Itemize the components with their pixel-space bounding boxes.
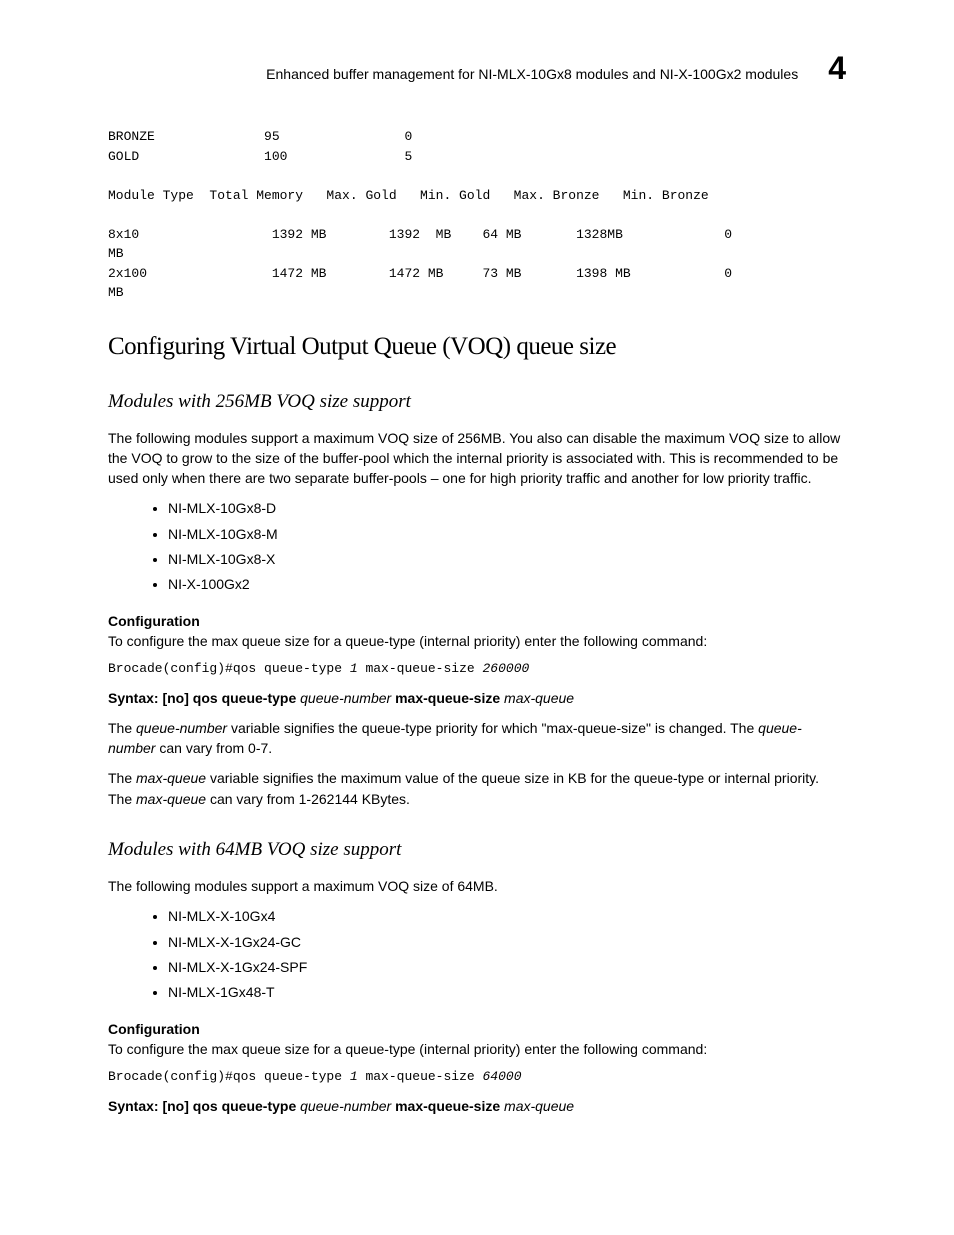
syntax-text: [no] qos queue-type (162, 1098, 300, 1114)
cmd-arg: 260000 (482, 661, 529, 676)
syntax-label: Syntax: (108, 690, 162, 706)
syntax-var: queue-number (300, 690, 391, 706)
header-text: Enhanced buffer management for NI-MLX-10… (266, 66, 798, 82)
module-list-64: NI-MLX-X-10Gx4 NI-MLX-X-1Gx24-GC NI-MLX-… (108, 906, 846, 1002)
code-output-table: BRONZE 95 0 GOLD 100 5 Module Type Total… (108, 127, 846, 303)
list-item: NI-MLX-10Gx8-M (168, 524, 846, 544)
list-item: NI-X-100Gx2 (168, 574, 846, 594)
para-max-queue: The max-queue variable signifies the max… (108, 768, 846, 809)
syntax-var: max-queue (504, 1098, 574, 1114)
cmd-arg: 1 (350, 661, 358, 676)
syntax-text: max-queue-size (391, 690, 504, 706)
cmd-mid: max-queue-size (358, 661, 483, 676)
list-item: NI-MLX-X-1Gx24-SPF (168, 957, 846, 977)
list-item: NI-MLX-10Gx8-D (168, 498, 846, 518)
module-list-256: NI-MLX-10Gx8-D NI-MLX-10Gx8-M NI-MLX-10G… (108, 498, 846, 594)
syntax-var: max-queue (504, 690, 574, 706)
list-item: NI-MLX-X-1Gx24-GC (168, 932, 846, 952)
subsection-64mb: Modules with 64MB VOQ size support (108, 839, 846, 861)
page: Enhanced buffer management for NI-MLX-10… (0, 0, 954, 1235)
syntax-var: queue-number (300, 1098, 391, 1114)
syntax-label: Syntax: (108, 1098, 162, 1114)
list-item: NI-MLX-X-10Gx4 (168, 906, 846, 926)
config-text-256: To configure the max queue size for a qu… (108, 631, 846, 651)
command-64: Brocade(config)#qos queue-type 1 max-que… (108, 1069, 846, 1084)
section-heading-voq: Configuring Virtual Output Queue (VOQ) q… (108, 333, 846, 361)
config-text-64: To configure the max queue size for a qu… (108, 1039, 846, 1059)
list-item: NI-MLX-10Gx8-X (168, 549, 846, 569)
syntax-text: [no] qos queue-type (162, 690, 300, 706)
list-item: NI-MLX-1Gx48-T (168, 982, 846, 1002)
cmd-mid: max-queue-size (358, 1069, 483, 1084)
para-64-intro: The following modules support a maximum … (108, 876, 846, 896)
cmd-arg: 64000 (482, 1069, 521, 1084)
config-label-64: Configuration (108, 1021, 846, 1037)
syntax-64: Syntax: [no] qos queue-type queue-number… (108, 1098, 846, 1114)
subsection-256mb: Modules with 256MB VOQ size support (108, 391, 846, 413)
cmd-prefix: Brocade(config)#qos queue-type (108, 1069, 350, 1084)
chapter-number: 4 (828, 50, 846, 87)
para-256-intro: The following modules support a maximum … (108, 428, 846, 489)
command-256: Brocade(config)#qos queue-type 1 max-que… (108, 661, 846, 676)
syntax-text: max-queue-size (391, 1098, 504, 1114)
syntax-256: Syntax: [no] qos queue-type queue-number… (108, 690, 846, 706)
config-label-256: Configuration (108, 613, 846, 629)
para-queue-number: The queue-number variable signifies the … (108, 718, 846, 759)
cmd-arg: 1 (350, 1069, 358, 1084)
cmd-prefix: Brocade(config)#qos queue-type (108, 661, 350, 676)
page-header: Enhanced buffer management for NI-MLX-10… (108, 50, 846, 87)
